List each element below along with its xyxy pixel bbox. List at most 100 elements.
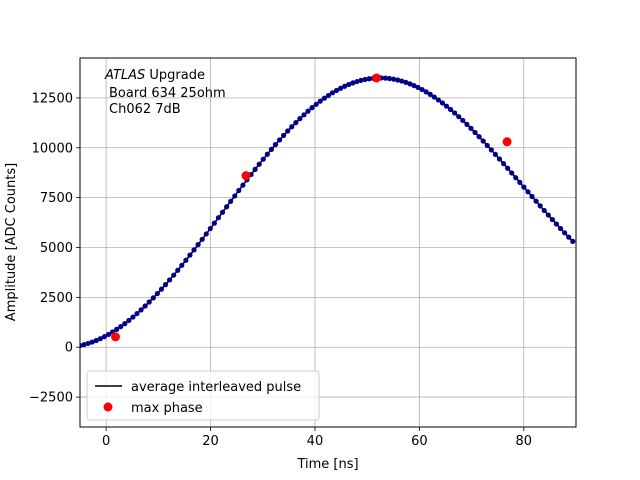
average-pulse-point: [521, 184, 527, 190]
plot-frame: [79, 57, 577, 428]
x-tick-label: 80: [516, 434, 533, 449]
average-pulse-point: [338, 85, 344, 91]
average-pulse-point: [419, 86, 425, 93]
average-pulse-point: [525, 189, 531, 195]
y-axis-ticks: −2500 0 2500 5000 7500 10000 12500: [29, 91, 80, 406]
x-axis-ticks: 0 20 40 60 80: [102, 427, 532, 449]
average-pulse-point: [439, 100, 446, 106]
average-pulse-point: [207, 225, 213, 232]
average-pulse-point: [183, 257, 189, 263]
average-pulse-point: [500, 161, 507, 167]
average-pulse-point: [346, 81, 352, 88]
average-pulse-point: [268, 146, 275, 152]
average-pulse-point: [317, 98, 323, 104]
average-pulse-point: [492, 151, 498, 158]
y-tick-label: 2500: [40, 291, 73, 306]
average-pulse-point: [146, 299, 152, 305]
x-tick-label: 40: [307, 434, 324, 449]
average-pulse-point: [325, 92, 332, 99]
annotation-experiment: ATLAS: [104, 68, 145, 83]
average-pulse-point: [215, 215, 222, 221]
average-pulse-point: [191, 247, 197, 253]
average-pulse-point: [293, 120, 299, 126]
average-pulse-point: [142, 303, 148, 309]
y-tick-label: 12500: [32, 91, 73, 106]
average-pulse-point: [289, 124, 295, 130]
legend-box: [86, 370, 320, 421]
y-tick-label: 0: [65, 341, 73, 356]
average-pulse-point: [464, 121, 470, 127]
average-pulse-point: [171, 272, 177, 278]
average-pulse-point: [472, 129, 478, 136]
average-pulse-point: [390, 76, 397, 82]
legend-entry-max-phase: max phase: [131, 401, 203, 416]
average-pulse-point: [407, 81, 413, 87]
average-pulse-point: [415, 84, 421, 91]
max-phase-point: [241, 171, 251, 181]
average-pulse-point: [134, 310, 140, 317]
average-pulse-point: [81, 342, 87, 348]
average-pulse-point: [427, 91, 433, 97]
y-axis-label: Amplitude [ADC Counts]: [4, 163, 19, 321]
average-pulse-point: [529, 193, 535, 200]
average-pulse-point: [329, 90, 336, 96]
average-pulse-point: [122, 321, 128, 327]
average-pulse-point: [570, 238, 576, 244]
legend-marker-swatch: [103, 402, 113, 412]
average-pulse-point: [166, 277, 173, 283]
average-pulse-point: [566, 234, 572, 240]
y-tick-label: 10000: [32, 141, 73, 156]
average-pulse-point: [460, 117, 466, 124]
legend: average interleaved pulse max phase: [86, 370, 320, 421]
average-pulse-point: [435, 97, 441, 103]
average-pulse-point: [350, 80, 356, 86]
average-pulse-point: [309, 105, 315, 111]
average-pulse-point: [154, 290, 160, 297]
average-pulse-point: [545, 212, 551, 218]
average-pulse-point: [423, 89, 429, 95]
average-pulse-point: [85, 340, 91, 347]
average-pulse-point: [158, 286, 165, 292]
average-pulse-point: [224, 204, 230, 210]
average-pulse-point: [236, 187, 242, 194]
max-phase-point: [111, 332, 121, 342]
average-pulse-point: [281, 132, 287, 139]
average-pulse-point: [562, 230, 568, 236]
average-pulse-point: [195, 242, 201, 248]
average-pulse-point: [362, 76, 368, 83]
average-pulse-point: [509, 170, 515, 176]
average-pulse-point: [399, 78, 405, 84]
annotation-line-2: Board 634 25ohm: [109, 86, 226, 101]
average-pulse-point: [443, 103, 450, 109]
average-pulse-point: [138, 307, 144, 313]
y-tick-label: 5000: [40, 241, 73, 256]
average-pulse-point: [395, 77, 401, 83]
average-pulse-point: [342, 83, 348, 89]
average-pulse-point: [187, 252, 193, 258]
average-pulse-point: [89, 339, 95, 345]
x-tick-label: 60: [411, 434, 428, 449]
average-pulse-point: [333, 87, 340, 94]
average-pulse-point: [97, 336, 103, 342]
average-pulse-point: [93, 337, 99, 344]
average-pulse-point: [468, 125, 474, 131]
average-pulse-point: [496, 156, 503, 162]
average-pulse-point: [199, 236, 205, 242]
average-pulse-point: [513, 175, 519, 181]
average-pulse-point: [285, 128, 291, 134]
average-pulse-point: [488, 147, 494, 153]
legend-entry-average: average interleaved pulse: [131, 380, 301, 395]
series-layer: [80, 73, 576, 349]
average-pulse-point: [211, 220, 217, 226]
average-pulse-point: [541, 207, 547, 214]
average-pulse-point: [533, 198, 539, 204]
average-pulse-point: [480, 138, 486, 144]
average-pulse-point: [549, 216, 556, 223]
average-pulse-point: [179, 262, 185, 268]
annotation-line-3: Ch062 7dB: [109, 102, 181, 117]
average-pulse-point: [517, 179, 523, 185]
average-pulse-point: [256, 161, 262, 167]
average-pulse-point: [114, 326, 120, 332]
average-pulse-point: [101, 334, 108, 340]
annotation-experiment-suffix: Upgrade: [145, 68, 205, 83]
